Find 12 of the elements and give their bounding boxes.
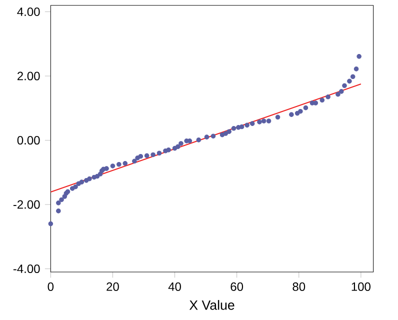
x-axis-title: X Value: [189, 300, 234, 310]
x-tick-label: 80: [292, 282, 306, 291]
x-tick-label: 60: [230, 282, 244, 291]
x-tick-label: 40: [168, 282, 181, 291]
y-tick-label: -2.00: [13, 200, 40, 209]
x-tick-label: 0: [48, 282, 54, 291]
y-tick-label: -4.00: [13, 264, 40, 274]
x-tick-label: 20: [106, 282, 119, 291]
y-tick-label: 4.00: [17, 8, 40, 16]
y-tick-label: 0.00: [17, 136, 40, 145]
x-tick-label: 100: [352, 282, 370, 291]
y-tick-label: 2.00: [18, 72, 40, 80]
